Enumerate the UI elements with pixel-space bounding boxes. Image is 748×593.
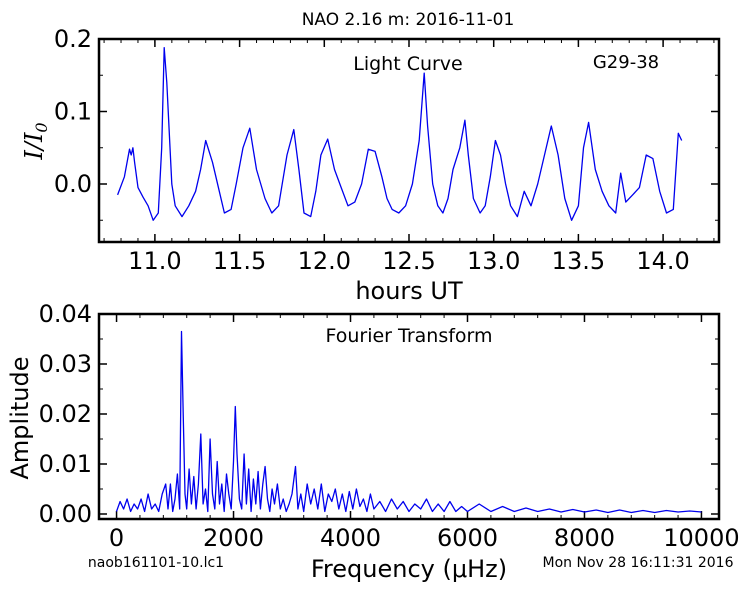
footer-filename: naob161101-10.lc1 bbox=[88, 555, 224, 571]
light-curve-xtick-label: 11.5 bbox=[213, 247, 266, 275]
light-curve-ytick-label: 0.1 bbox=[54, 98, 92, 126]
fourier-xtick-label: 2000 bbox=[203, 524, 264, 552]
fourier-ytick-label: 0.04 bbox=[39, 300, 92, 328]
light-curve-xtick-label: 13.0 bbox=[467, 247, 520, 275]
light-curve-xlabel: hours UT bbox=[355, 277, 463, 305]
fourier-xlabel: Frequency (μHz) bbox=[311, 555, 507, 583]
fourier-ylabel: Amplitude bbox=[6, 357, 34, 480]
fourier-ytick-label: 0.00 bbox=[39, 500, 92, 528]
fourier-xtick-label: 6000 bbox=[437, 524, 498, 552]
light-curve-xtick-label: 11.0 bbox=[128, 247, 181, 275]
light-curve-annotation: G29-38 bbox=[593, 52, 659, 73]
light-curve-xtick-label: 12.5 bbox=[382, 247, 435, 275]
light-curve-ytick-label: 0.0 bbox=[54, 170, 92, 198]
fourier-series bbox=[115, 330, 702, 514]
fourier-tick-labels: 0 2000 4000 6000 8000 10000 0.00 0.01 0.02 0.03 0.… bbox=[39, 300, 740, 552]
light-curve-panel: 11.0 11.5 12.0 12.5 13.0 13.5 14.0 0.0 0.1 0.2 Li… bbox=[20, 25, 721, 305]
figure-title: NAO 2.16 m: 2016-11-01 bbox=[302, 10, 515, 30]
fourier-ytick-label: 0.01 bbox=[39, 450, 92, 478]
light-curve-ytick-label: 0.2 bbox=[54, 25, 92, 53]
fourier-ytick-label: 0.03 bbox=[39, 350, 92, 378]
fourier-xtick-label: 0 bbox=[109, 524, 124, 552]
fourier-title: Fourier Transform bbox=[325, 325, 492, 347]
footer-timestamp: Mon Nov 28 16:11:31 2016 bbox=[543, 555, 734, 571]
light-curve-ylabel: I/I0 bbox=[20, 122, 51, 160]
light-curve-title: Light Curve bbox=[353, 53, 463, 75]
fourier-ytick-label: 0.02 bbox=[39, 400, 92, 428]
light-curve-xtick-label: 14.0 bbox=[636, 247, 689, 275]
light-curve-xtick-label: 13.5 bbox=[552, 247, 605, 275]
light-curve-series bbox=[116, 47, 683, 221]
fourier-xtick-label: 8000 bbox=[554, 524, 615, 552]
fourier-panel: 0 2000 4000 6000 8000 10000 0.00 0.01 0.02 0.03 0.… bbox=[6, 300, 740, 583]
fourier-xtick-label: 10000 bbox=[663, 524, 739, 552]
fourier-xtick-label: 4000 bbox=[320, 524, 381, 552]
fourier-frame bbox=[97, 312, 721, 521]
light-curve-tick-labels: 11.0 11.5 12.0 12.5 13.0 13.5 14.0 0.0 0.1 0.2 bbox=[54, 25, 690, 275]
light-curve-ticks bbox=[99, 38, 719, 242]
light-curve-xtick-label: 12.0 bbox=[298, 247, 351, 275]
